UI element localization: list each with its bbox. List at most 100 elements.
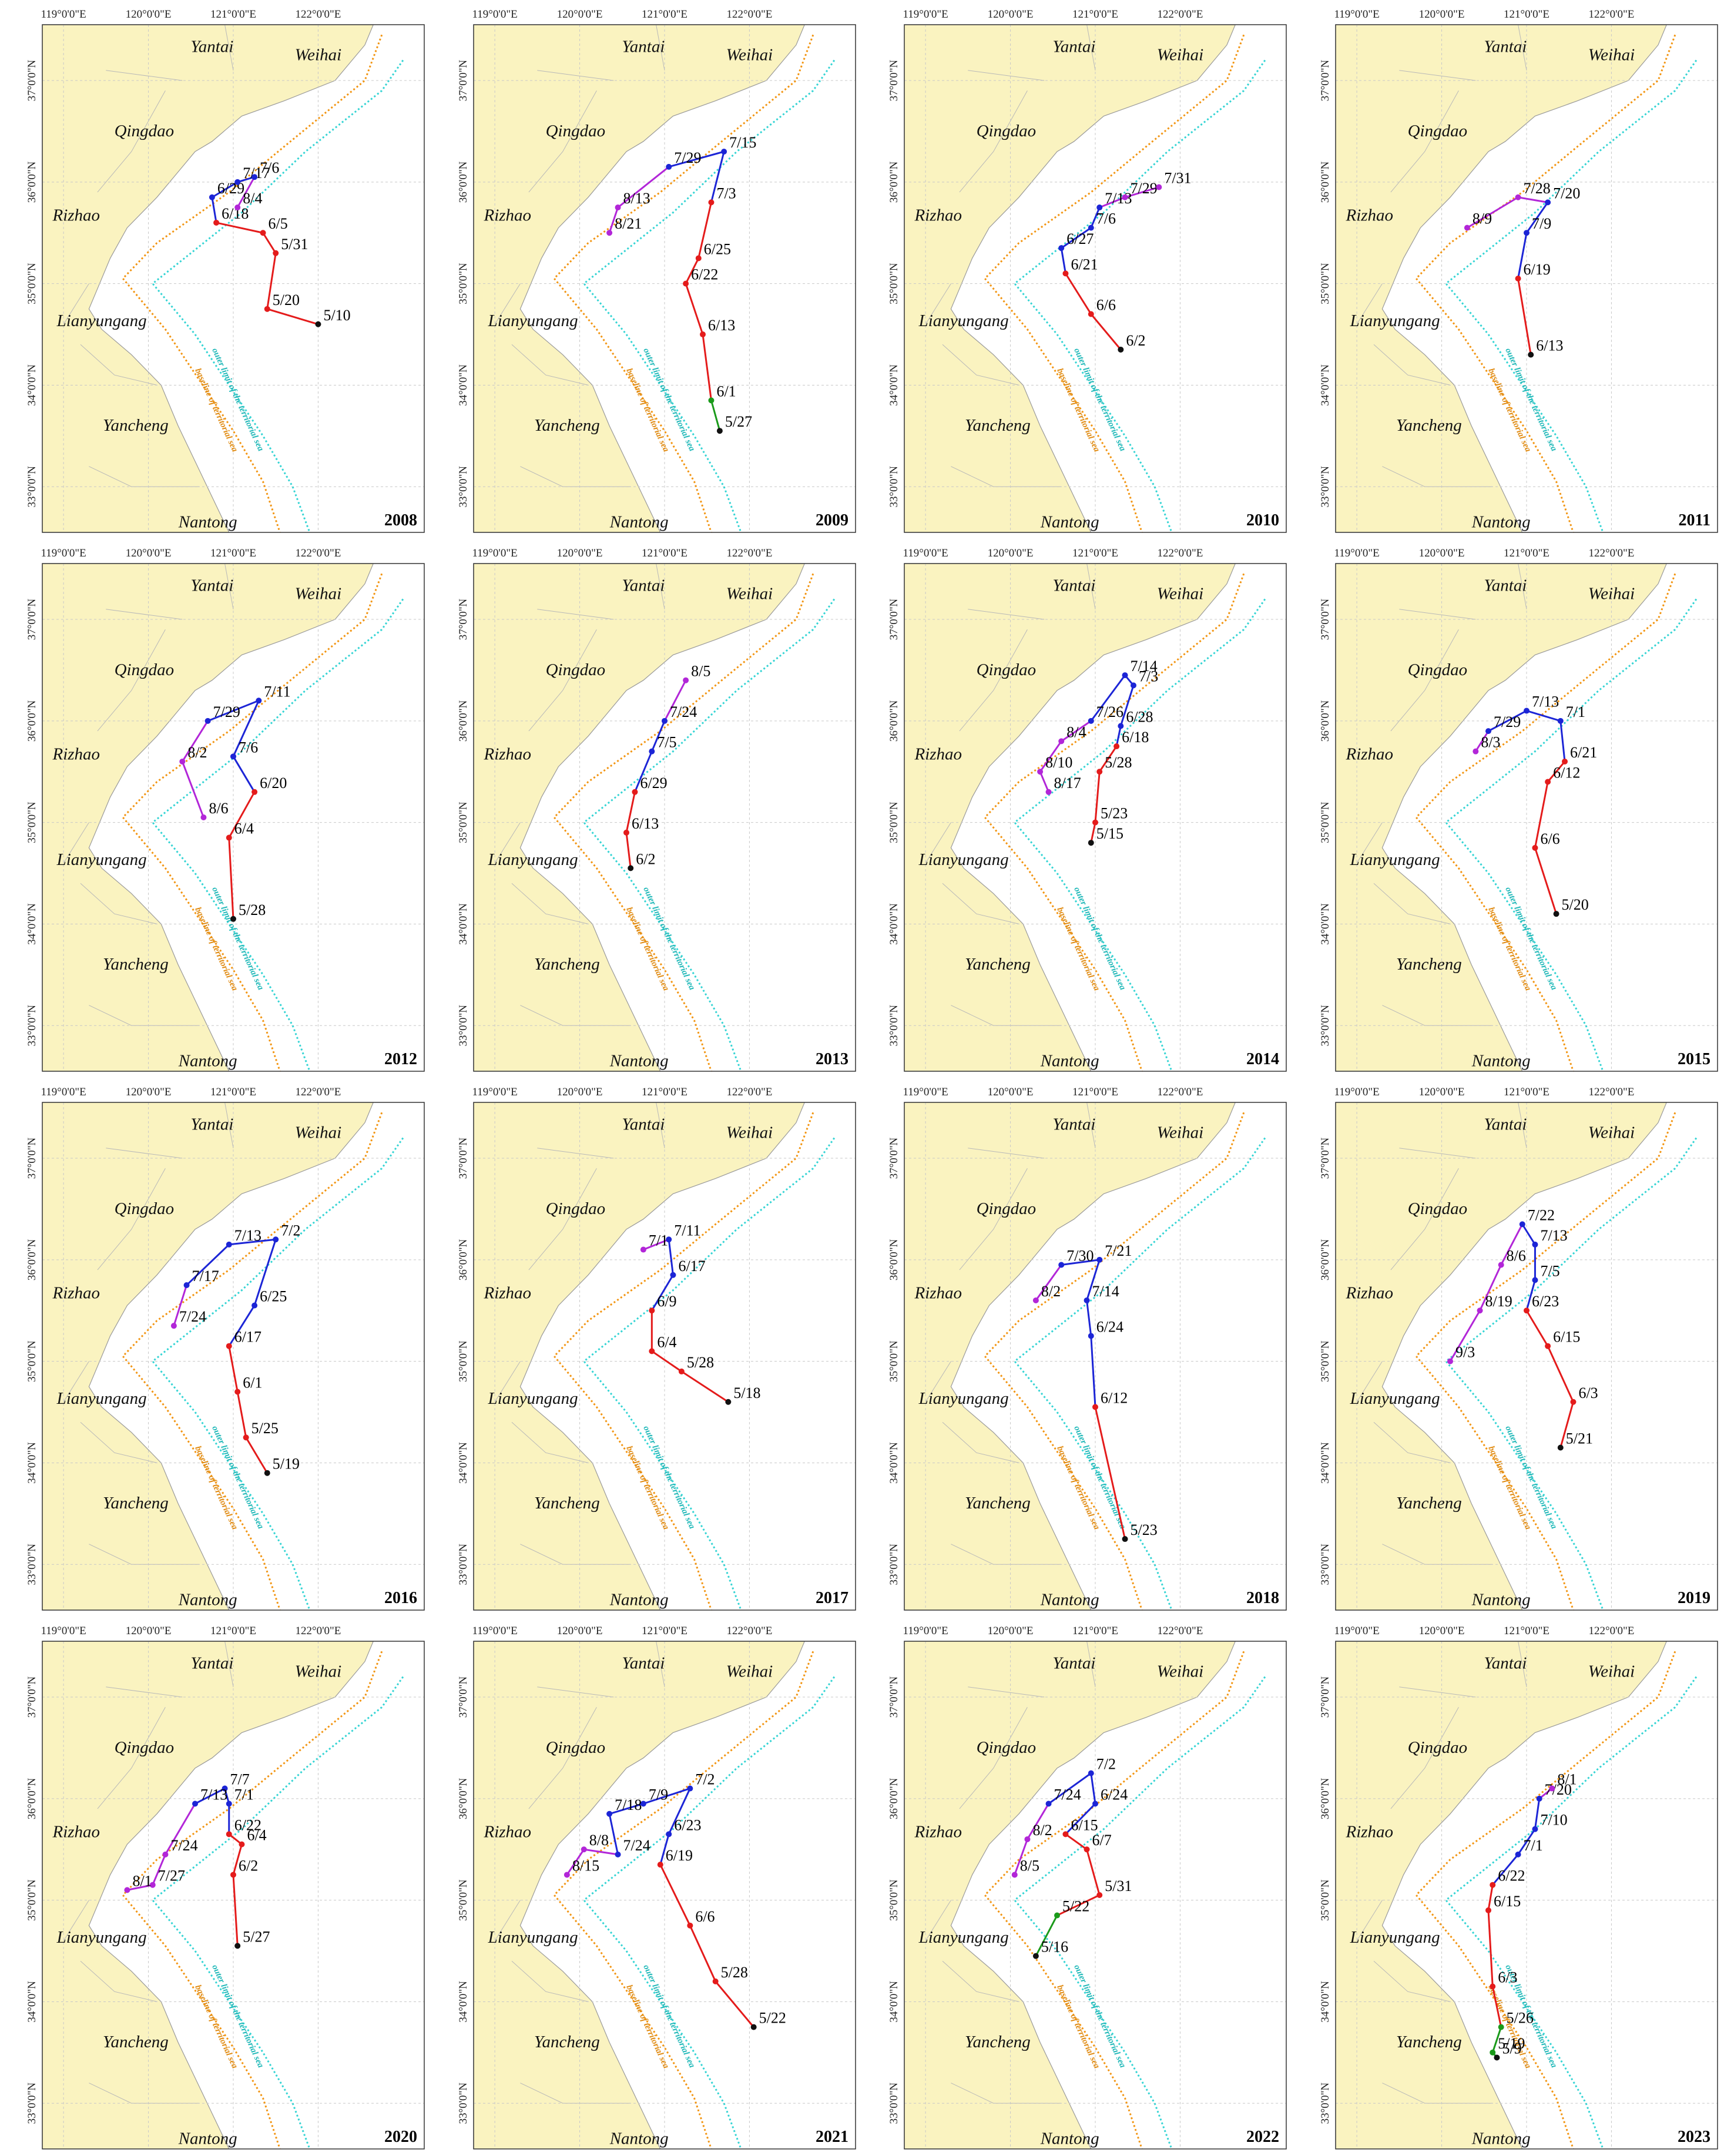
province-boundary bbox=[106, 609, 183, 620]
city-label-qingdao: Qingdao bbox=[115, 122, 175, 140]
date-label: 6/19 bbox=[665, 1847, 692, 1864]
date-label: 6/7 bbox=[1092, 1832, 1112, 1849]
date-label: 8/2 bbox=[187, 744, 207, 761]
lat-tick-label: 35°0'0"N bbox=[888, 1879, 900, 1921]
trajectory-segment bbox=[1115, 726, 1122, 747]
year-label: 2008 bbox=[384, 511, 417, 529]
trajectory-segment bbox=[1517, 196, 1548, 203]
trajectory-point bbox=[1024, 1836, 1031, 1842]
date-label: 7/2 bbox=[1096, 1756, 1116, 1773]
province-boundary bbox=[959, 629, 1028, 732]
trajectory-point bbox=[251, 1302, 258, 1309]
lon-tick-label: 119°0'0"E bbox=[1334, 1625, 1379, 1637]
date-label: 8/1 bbox=[132, 1872, 152, 1889]
city-label-lianyungang: Lianyungang bbox=[487, 850, 578, 869]
date-label: 7/1 bbox=[1565, 703, 1585, 720]
lat-tick-label: 37°0'0"N bbox=[457, 1676, 469, 1718]
trajectory-point bbox=[1489, 1983, 1495, 1990]
trajectory-segment bbox=[1056, 1894, 1100, 1916]
city-label-nantong: Nantong bbox=[1040, 2129, 1099, 2148]
trajectory-point bbox=[1557, 1444, 1564, 1451]
trajectory-point bbox=[234, 179, 241, 185]
city-label-yancheng: Yancheng bbox=[965, 955, 1031, 974]
date-label: 6/2 bbox=[1126, 332, 1145, 349]
trajectory-point bbox=[1485, 728, 1491, 735]
year-label: 2016 bbox=[384, 1589, 417, 1607]
land-area bbox=[42, 25, 374, 532]
trajectory-segment bbox=[1534, 1798, 1540, 1829]
lon-tick-label: 120°0'0"E bbox=[556, 1625, 602, 1637]
province-boundary bbox=[1373, 883, 1450, 924]
trajectory-segment bbox=[642, 1238, 669, 1250]
trajectory-point bbox=[226, 1831, 232, 1838]
date-label: 5/28 bbox=[686, 1354, 713, 1371]
province-boundary bbox=[106, 1148, 183, 1159]
trajectory-segment bbox=[228, 1346, 239, 1392]
province-boundary bbox=[655, 1641, 665, 1687]
date-label: 6/29 bbox=[640, 774, 667, 792]
city-label-yantai: Yantai bbox=[190, 576, 233, 595]
lat-tick-label: 35°0'0"N bbox=[457, 1879, 469, 1921]
year-label: 2015 bbox=[1678, 1050, 1710, 1068]
trajectory-segment bbox=[194, 1788, 226, 1805]
trajectory-point bbox=[264, 1470, 270, 1476]
trajectory-point bbox=[1092, 1800, 1098, 1807]
lon-tick-label: 120°0'0"E bbox=[126, 1625, 172, 1637]
date-label: 6/27 bbox=[1066, 230, 1094, 247]
trajectory-segment bbox=[1525, 1279, 1536, 1311]
trajectory-point bbox=[686, 1785, 693, 1792]
trajectory-point bbox=[239, 1841, 245, 1847]
province-boundary bbox=[942, 1421, 1019, 1463]
year-label: 2017 bbox=[816, 1589, 848, 1607]
city-label-lianyungang: Lianyungang bbox=[487, 311, 578, 330]
land-area bbox=[1335, 564, 1667, 1071]
trajectory-segment bbox=[685, 257, 699, 284]
trajectory-segment bbox=[1090, 1336, 1096, 1407]
city-label-yantai: Yantai bbox=[190, 1654, 233, 1673]
lon-tick-label: 119°0'0"E bbox=[903, 1625, 948, 1637]
date-label: 7/9 bbox=[648, 1786, 668, 1803]
trajectory-segment bbox=[211, 197, 217, 223]
date-label: 6/13 bbox=[632, 815, 659, 832]
lat-tick-label: 37°0'0"N bbox=[1319, 60, 1331, 102]
province-boundary bbox=[224, 1641, 234, 1687]
date-label: 6/23 bbox=[1532, 1293, 1559, 1310]
trajectory-point bbox=[1156, 184, 1162, 190]
city-label-yancheng: Yancheng bbox=[103, 2033, 169, 2051]
city-label-nantong: Nantong bbox=[1471, 1051, 1530, 1070]
date-label: 6/22 bbox=[691, 266, 718, 283]
date-label: 5/26 bbox=[1506, 2010, 1533, 2027]
city-label-yancheng: Yancheng bbox=[103, 955, 169, 974]
trajectory-segment bbox=[715, 1980, 754, 2028]
city-label-nantong: Nantong bbox=[609, 2129, 668, 2148]
trajectory-point bbox=[1113, 743, 1120, 750]
date-label: 7/29 bbox=[213, 703, 240, 720]
date-label: 7/27 bbox=[158, 1867, 185, 1885]
trajectory-point bbox=[1464, 224, 1470, 231]
date-label: 5/27 bbox=[725, 413, 752, 430]
city-label-qingdao: Qingdao bbox=[1407, 660, 1467, 679]
date-label: 7/14 bbox=[1131, 658, 1158, 675]
year-label: 2022 bbox=[1246, 2128, 1279, 2146]
map-svg: outer limit of the territorial seabaseli… bbox=[1319, 1625, 1718, 2150]
trajectory-point bbox=[1569, 1399, 1576, 1405]
trajectory-segment bbox=[1035, 1264, 1062, 1301]
trajectory-point bbox=[1447, 1358, 1453, 1364]
province-boundary bbox=[511, 1960, 588, 2002]
map-svg: outer limit of the territorial seabaseli… bbox=[888, 547, 1287, 1072]
trajectory-point bbox=[1084, 1297, 1090, 1303]
trajectory-segment bbox=[1487, 1885, 1494, 1911]
province-boundary bbox=[1517, 1641, 1527, 1687]
date-label: 6/4 bbox=[234, 820, 254, 837]
trajectory-point bbox=[606, 1810, 612, 1817]
city-label-qingdao: Qingdao bbox=[977, 1199, 1037, 1218]
map-svg: outer limit of the territorial seabaseli… bbox=[888, 1625, 1287, 2150]
land-area bbox=[1335, 1641, 1667, 2149]
city-label-weihai: Weihai bbox=[295, 45, 341, 64]
trajectory-segment bbox=[1474, 730, 1489, 752]
province-boundary bbox=[1381, 1005, 1492, 1026]
city-label-rizhao: Rizhao bbox=[914, 1823, 962, 1842]
date-label: 5/22 bbox=[759, 2010, 786, 2027]
lat-tick-label: 35°0'0"N bbox=[457, 263, 469, 304]
trajectory-segment bbox=[608, 1813, 619, 1855]
